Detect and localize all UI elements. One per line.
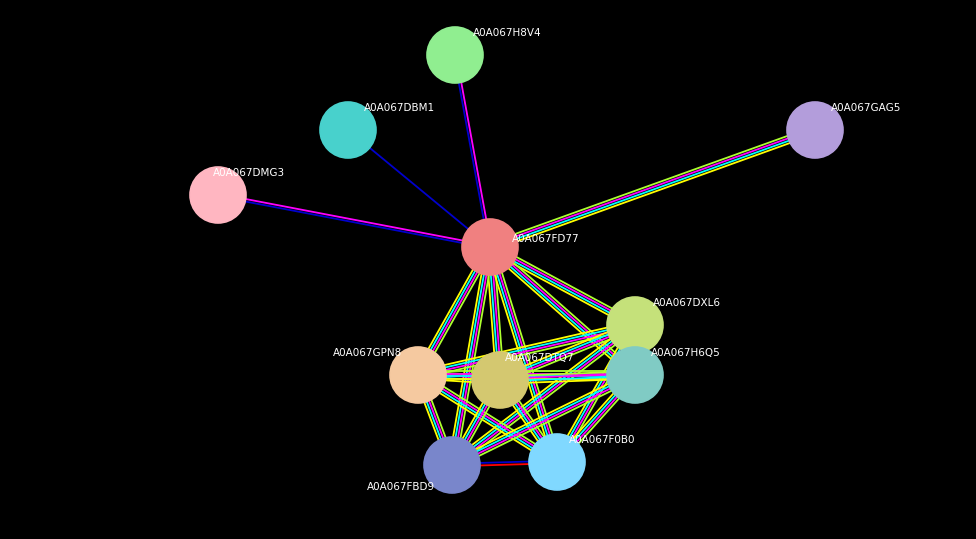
Text: A0A067DBM1: A0A067DBM1 <box>364 103 435 113</box>
Text: A0A067GAG5: A0A067GAG5 <box>831 103 902 113</box>
Circle shape <box>427 27 483 83</box>
Circle shape <box>529 434 585 490</box>
Circle shape <box>424 437 480 493</box>
Text: A0A067F0B0: A0A067F0B0 <box>569 435 635 445</box>
Circle shape <box>320 102 376 158</box>
Text: A0A067H8V4: A0A067H8V4 <box>473 28 542 38</box>
Circle shape <box>607 297 663 353</box>
Circle shape <box>472 352 528 408</box>
Circle shape <box>390 347 446 403</box>
Text: A0A067DXL6: A0A067DXL6 <box>653 298 721 308</box>
Text: A0A067FD77: A0A067FD77 <box>512 234 580 244</box>
Text: A0A067DMG3: A0A067DMG3 <box>213 168 285 178</box>
Circle shape <box>787 102 843 158</box>
Circle shape <box>462 219 518 275</box>
Text: A0A067FBD9: A0A067FBD9 <box>367 482 435 492</box>
Circle shape <box>607 347 663 403</box>
Text: A0A067GPN8: A0A067GPN8 <box>333 348 402 358</box>
Text: A0A067DTQ7: A0A067DTQ7 <box>505 353 575 363</box>
Text: A0A067H6Q5: A0A067H6Q5 <box>651 348 720 358</box>
Circle shape <box>190 167 246 223</box>
